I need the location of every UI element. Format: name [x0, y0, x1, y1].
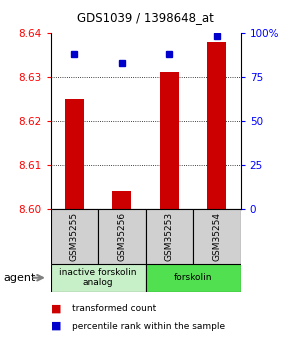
Text: forskolin: forskolin [174, 273, 213, 282]
Text: GSM35253: GSM35253 [165, 212, 174, 261]
Text: percentile rank within the sample: percentile rank within the sample [72, 322, 226, 331]
Text: agent: agent [3, 273, 35, 283]
Text: ■: ■ [51, 321, 61, 331]
Bar [51, 209, 98, 264]
Bar [98, 209, 146, 264]
Bar [207, 42, 226, 209]
Text: GSM35254: GSM35254 [213, 212, 222, 261]
Text: GSM35256: GSM35256 [117, 212, 126, 261]
Text: ■: ■ [51, 304, 61, 314]
Bar [160, 72, 179, 209]
Bar [51, 264, 146, 292]
Bar [113, 191, 131, 209]
Text: inactive forskolin
analog: inactive forskolin analog [59, 268, 137, 287]
Text: transformed count: transformed count [72, 304, 157, 313]
Bar [146, 264, 241, 292]
Bar [65, 99, 84, 209]
Text: GSM35255: GSM35255 [70, 212, 79, 261]
Bar [146, 209, 193, 264]
Bar [193, 209, 241, 264]
Text: GDS1039 / 1398648_at: GDS1039 / 1398648_at [77, 11, 214, 24]
